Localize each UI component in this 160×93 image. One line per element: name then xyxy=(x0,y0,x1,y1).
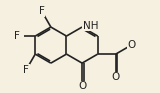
Text: F: F xyxy=(39,6,45,16)
Text: O: O xyxy=(127,40,136,50)
Text: F: F xyxy=(23,65,29,75)
Text: F: F xyxy=(14,31,20,41)
Text: O: O xyxy=(112,72,120,82)
Text: NH: NH xyxy=(83,21,98,31)
Text: O: O xyxy=(78,81,86,91)
